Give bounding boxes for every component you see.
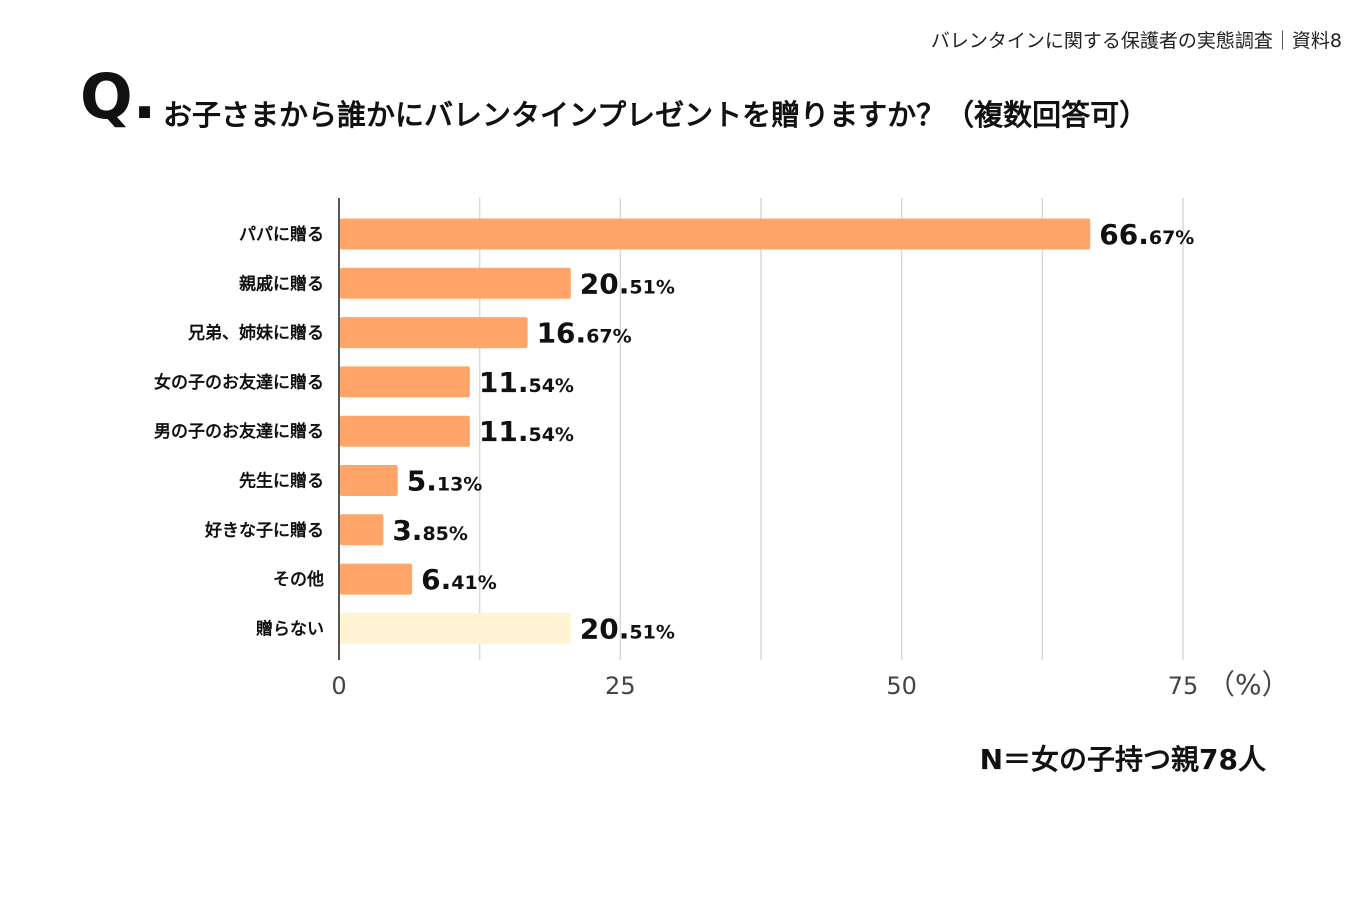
category-label: パパに贈る (239, 224, 324, 245)
sample-size-note: N＝女の子持つ親78人 (979, 743, 1266, 776)
bar (340, 465, 398, 496)
x-tick-label: 50 (886, 672, 917, 700)
x-tick-label: 25 (605, 672, 636, 700)
bar (340, 218, 1091, 250)
value-label: 66.67% (1099, 218, 1194, 251)
value-label: 3.85% (392, 514, 468, 547)
category-label: 親戚に贈る (239, 273, 324, 294)
category-label: 男の子のお友達に贈る (154, 421, 324, 442)
value-label: 11.54% (479, 366, 574, 399)
value-label: 16.67% (537, 317, 632, 350)
bar (340, 267, 571, 299)
x-tick-label: 75 (1168, 672, 1199, 700)
value-label: 20.51% (580, 612, 675, 645)
bar (340, 366, 470, 398)
value-label: 5.13% (407, 465, 483, 498)
bar (340, 514, 384, 546)
category-label: その他 (273, 569, 324, 590)
bar (340, 415, 470, 447)
value-label: 6.41% (421, 563, 497, 596)
bar (340, 612, 571, 644)
bar (340, 563, 413, 595)
header-note: バレンタインに関する保護者の実態調査｜資料8 (930, 30, 1342, 52)
category-label: 贈らない (256, 618, 324, 639)
value-label: 20.51% (580, 267, 675, 300)
category-label: 女の子のお友達に贈る (154, 372, 324, 393)
bar-chart: 0 25 50 75 （%） パパに贈る 66.67% 親戚に贈る 20.51% 兄弟、姉妹に贈る… (154, 198, 1290, 701)
category-label: 好きな子に贈る (204, 520, 324, 541)
bar (340, 317, 528, 349)
x-unit-label: （%） (1207, 668, 1290, 701)
question-mark: Q. (80, 60, 157, 133)
x-tick-label: 0 (331, 672, 346, 700)
category-label: 先生に贈る (239, 471, 324, 492)
value-label: 11.54% (479, 415, 574, 448)
category-label: 兄弟、姉妹に贈る (187, 323, 324, 344)
question-text: お子さまから誰かにバレンタインプレゼントを贈りますか？（複数回答可） (163, 98, 1149, 132)
